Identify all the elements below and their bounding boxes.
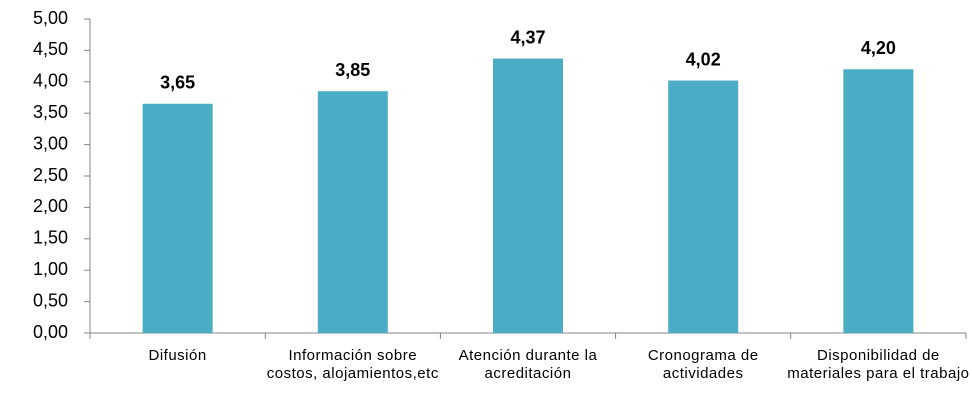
y-tick-label: 5,00 bbox=[33, 8, 68, 28]
value-label: 4,20 bbox=[861, 38, 896, 58]
x-tick-label: Disponibilidad de materiales para el tra… bbox=[787, 347, 970, 382]
bar bbox=[142, 103, 213, 333]
bar bbox=[493, 58, 563, 334]
y-tick-label: 1,50 bbox=[33, 228, 68, 248]
y-tick-label: 2,00 bbox=[33, 196, 68, 216]
x-tick-label: Información sobre costos, alojamientos,e… bbox=[266, 347, 439, 382]
value-label: 3,65 bbox=[160, 73, 195, 93]
y-tick-label: 4,50 bbox=[33, 39, 68, 59]
y-tick-label: 2,50 bbox=[33, 165, 68, 185]
bar bbox=[843, 69, 914, 334]
x-tick-label: Atención durante la acreditación bbox=[458, 347, 598, 382]
y-tick-label: 3,50 bbox=[33, 102, 68, 122]
y-tick-label: 3,00 bbox=[33, 133, 68, 153]
x-tick-label: Cronograma de actividades bbox=[647, 347, 759, 382]
y-tick-label: 4,00 bbox=[33, 71, 68, 91]
y-tick-label: 1,00 bbox=[33, 259, 68, 279]
y-tick-label: 0,50 bbox=[33, 290, 68, 310]
value-label: 3,85 bbox=[335, 60, 370, 80]
x-tick-label: Difusión bbox=[148, 347, 207, 364]
y-tick-label: 0,00 bbox=[33, 322, 68, 342]
value-label: 4,02 bbox=[686, 49, 721, 69]
bar bbox=[317, 91, 388, 333]
value-label: 4,37 bbox=[510, 27, 545, 47]
bar bbox=[668, 80, 739, 333]
